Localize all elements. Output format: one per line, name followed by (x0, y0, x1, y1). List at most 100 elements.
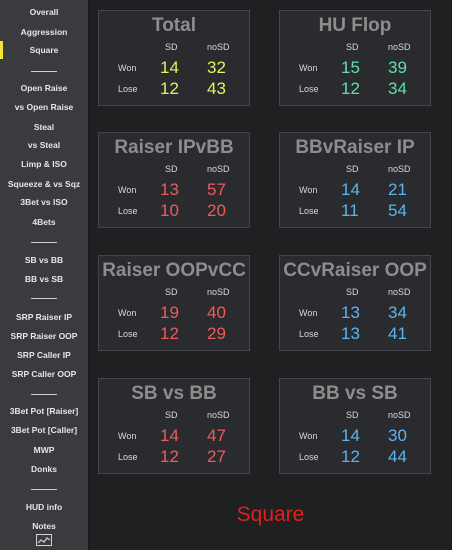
col-header-nosd: noSD (207, 287, 230, 297)
lose-sd-value: 13 (341, 324, 360, 343)
sidebar-item-donks[interactable]: Donks (31, 464, 57, 474)
stat-name-label: Square (236, 503, 305, 526)
sidebar-item-sb-vs-bb[interactable]: SB vs BB (24, 255, 64, 265)
panel-title: Total (152, 15, 196, 36)
sidebar-separator (31, 71, 57, 72)
col-header-sd: SD (165, 42, 178, 52)
won-nosd-value: 47 (207, 426, 226, 445)
sidebar-item-3bet-vs-iso[interactable]: 3Bet vs ISO (20, 197, 68, 207)
sidebar-item-limp-iso[interactable]: Limp & ISO (21, 159, 67, 169)
sidebar-item-srp-caller-ip[interactable]: SRP Caller IP (17, 350, 71, 360)
lose-nosd-value: 41 (388, 324, 407, 343)
row-label-won: Won (118, 185, 137, 195)
lose-sd-value: 12 (341, 447, 360, 466)
row-label-won: Won (118, 308, 137, 318)
col-header-sd: SD (165, 287, 178, 297)
stat-panel-total: Total SD noSD Won Lose 14 32 12 43 (98, 10, 250, 106)
col-header-nosd: noSD (388, 410, 411, 420)
col-header-sd: SD (346, 42, 359, 52)
panel-title: HU Flop (318, 15, 392, 36)
stat-panel-raiser-ipvbb: Raiser IPvBB SD noSD Won Lose 13 57 10 20 (98, 132, 250, 228)
chart-icon[interactable] (36, 534, 52, 546)
row-label-lose: Lose (299, 84, 319, 94)
col-header-sd: SD (346, 410, 359, 420)
sidebar-item-squeeze-vs-sqz[interactable]: Squeeze & vs Sqz (7, 179, 81, 189)
won-nosd-value: 21 (388, 180, 407, 199)
stat-panel-sb-vs-bb: SB vs BB SD noSD Won Lose 14 47 12 27 (98, 378, 250, 474)
col-header-nosd: noSD (388, 42, 411, 52)
sidebar-separator (31, 394, 57, 395)
sidebar-item-vs-steal[interactable]: vs Steal (27, 140, 61, 150)
main-area: Total SD noSD Won Lose 14 32 12 43 HU Flop SD noSD W… (89, 0, 452, 550)
panel-title: BB vs SB (312, 383, 398, 404)
row-label-lose: Lose (118, 206, 138, 216)
sidebar-item-notes[interactable]: Notes (32, 521, 56, 531)
lose-nosd-value: 43 (207, 79, 226, 98)
panel-title: CCvRaiser OOP (283, 260, 427, 281)
lose-sd-value: 11 (341, 201, 359, 220)
panel-title: SB vs BB (131, 383, 217, 404)
col-header-sd: SD (346, 287, 359, 297)
row-label-lose: Lose (299, 206, 319, 216)
sidebar-item-open-raise[interactable]: Open Raise (20, 83, 68, 93)
row-label-lose: Lose (118, 452, 138, 462)
sidebar-item-srp-caller-oop[interactable]: SRP Caller OOP (11, 369, 77, 379)
sidebar-item-bb-vs-sb[interactable]: BB vs SB (24, 274, 64, 284)
lose-nosd-value: 27 (207, 447, 226, 466)
row-label-lose: Lose (118, 329, 138, 339)
won-sd-value: 19 (160, 303, 179, 322)
sidebar-item-hud-info[interactable]: HUD info (25, 502, 63, 512)
col-header-nosd: noSD (207, 164, 230, 174)
col-header-sd: SD (165, 164, 178, 174)
sidebar-item-srp-raiser-ip[interactable]: SRP Raiser IP (15, 312, 73, 322)
row-label-won: Won (299, 63, 318, 73)
col-header-nosd: noSD (207, 410, 230, 420)
sidebar-item-4bets[interactable]: 4Bets (32, 217, 56, 227)
row-label-lose: Lose (299, 452, 319, 462)
sidebar-item-square[interactable]: Square (0, 41, 88, 59)
sidebar-item-mwp[interactable]: MWP (33, 445, 55, 455)
won-nosd-value: 32 (207, 58, 226, 77)
lose-nosd-value: 20 (207, 201, 226, 220)
won-sd-value: 13 (160, 180, 179, 199)
col-header-sd: SD (346, 164, 359, 174)
row-label-won: Won (299, 185, 318, 195)
sidebar-item-steal[interactable]: Steal (33, 122, 55, 132)
lose-nosd-value: 44 (388, 447, 407, 466)
sidebar-item-3bet-pot-raiser[interactable]: 3Bet Pot [Raiser] (9, 406, 79, 416)
col-header-nosd: noSD (388, 164, 411, 174)
row-label-lose: Lose (299, 329, 319, 339)
stat-panel-ccvraiser-oop: CCvRaiser OOP SD noSD Won Lose 13 34 13 41 (279, 255, 431, 351)
stat-panel-hu-flop: HU Flop SD noSD Won Lose 15 39 12 34 (279, 10, 431, 106)
col-header-nosd: noSD (388, 287, 411, 297)
sidebar-item-srp-raiser-oop[interactable]: SRP Raiser OOP (10, 331, 78, 341)
lose-sd-value: 12 (160, 79, 179, 98)
lose-nosd-value: 29 (207, 324, 226, 343)
row-label-won: Won (299, 308, 318, 318)
won-nosd-value: 39 (388, 58, 407, 77)
sidebar: Overall Aggression Square Open Raise vs Open… (0, 0, 89, 550)
col-header-sd: SD (165, 410, 178, 420)
row-label-won: Won (299, 431, 318, 441)
sidebar-item-overall[interactable]: Overall (29, 7, 59, 17)
lose-sd-value: 12 (341, 79, 360, 98)
won-nosd-value: 40 (207, 303, 226, 322)
sidebar-separator (31, 298, 57, 299)
won-nosd-value: 57 (207, 180, 226, 199)
won-nosd-value: 30 (388, 426, 407, 445)
won-sd-value: 14 (341, 180, 360, 199)
sidebar-item-aggression[interactable]: Aggression (20, 27, 68, 37)
sidebar-separator (31, 489, 57, 490)
won-sd-value: 15 (341, 58, 360, 77)
won-sd-value: 14 (160, 58, 179, 77)
lose-sd-value: 12 (160, 447, 179, 466)
stat-panel-raiser-oopvcc: Raiser OOPvCC SD noSD Won Lose 19 40 12 29 (98, 255, 250, 351)
lose-sd-value: 12 (160, 324, 179, 343)
sidebar-item-vs-open-raise[interactable]: vs Open Raise (14, 102, 74, 112)
sidebar-item-3bet-pot-caller[interactable]: 3Bet Pot [Caller] (10, 425, 78, 435)
panel-title: Raiser OOPvCC (102, 260, 246, 281)
sidebar-separator (31, 242, 57, 243)
won-sd-value: 14 (341, 426, 360, 445)
won-sd-value: 13 (341, 303, 360, 322)
col-header-nosd: noSD (207, 42, 230, 52)
